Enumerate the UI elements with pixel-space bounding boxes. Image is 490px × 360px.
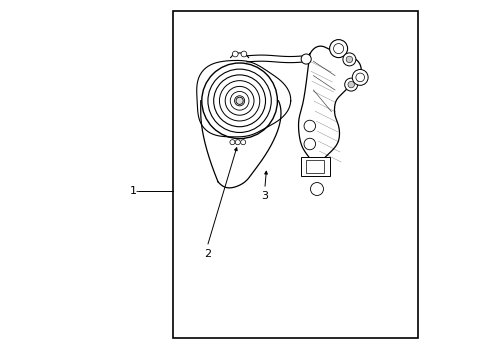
Circle shape [346, 56, 353, 63]
Circle shape [334, 44, 343, 54]
Circle shape [241, 140, 245, 145]
Circle shape [348, 81, 354, 88]
Circle shape [236, 97, 243, 104]
Circle shape [241, 51, 247, 57]
Circle shape [311, 183, 323, 195]
Bar [301, 157, 330, 176]
Circle shape [304, 138, 316, 150]
Text: 1-: 1- [130, 186, 141, 196]
Circle shape [235, 140, 240, 145]
Bar [306, 160, 324, 173]
Text: 3: 3 [261, 191, 269, 201]
Circle shape [232, 51, 238, 57]
Circle shape [330, 40, 347, 58]
Circle shape [352, 69, 368, 85]
Circle shape [345, 78, 358, 91]
Bar [173, 11, 418, 338]
Text: 2: 2 [204, 249, 211, 259]
Circle shape [230, 140, 235, 145]
Circle shape [343, 53, 356, 66]
Circle shape [301, 54, 311, 64]
Circle shape [356, 73, 365, 82]
Circle shape [304, 120, 316, 132]
